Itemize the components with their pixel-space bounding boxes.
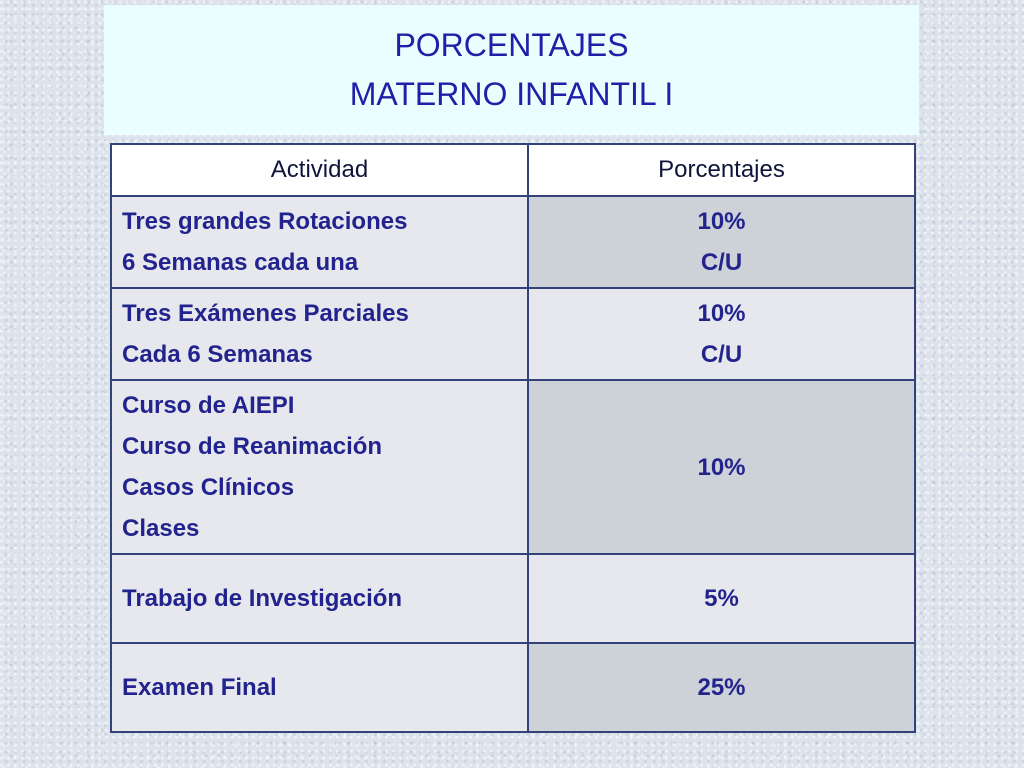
activity-line: Tres grandes Rotaciones bbox=[122, 208, 408, 235]
activity-line: Trabajo de Investigación bbox=[122, 585, 403, 612]
percentage-cell: 10% C/U bbox=[527, 287, 916, 381]
activity-cell: Examen Final bbox=[110, 642, 529, 733]
activity-cell: Tres grandes Rotaciones 6 Semanas cada u… bbox=[110, 195, 529, 289]
percentage-cell: 10% bbox=[527, 379, 916, 555]
percentage-cell: 10% C/U bbox=[527, 195, 916, 289]
activity-cell: Trabajo de Investigación bbox=[110, 553, 529, 644]
percentage-line: C/U bbox=[700, 341, 743, 368]
percentage-line: 5% bbox=[704, 585, 739, 612]
activity-line: Casos Clínicos bbox=[122, 474, 295, 501]
percentage-cell: 25% bbox=[527, 642, 916, 733]
percentage-cell: 5% bbox=[527, 553, 916, 644]
percentage-line: 25% bbox=[697, 674, 746, 701]
table-row: Tres grandes Rotaciones 6 Semanas cada u… bbox=[110, 195, 916, 289]
percentage-line: 10% bbox=[697, 300, 746, 327]
activity-line: Clases bbox=[122, 515, 200, 542]
slide-title-box: PORCENTAJES MATERNO INFANTIL I bbox=[104, 5, 919, 135]
activity-cell: Tres Exámenes Parciales Cada 6 Semanas bbox=[110, 287, 529, 381]
activity-line: Curso de AIEPI bbox=[122, 392, 295, 419]
table-row: Tres Exámenes Parciales Cada 6 Semanas 1… bbox=[110, 287, 916, 381]
table-row: Examen Final 25% bbox=[110, 642, 916, 733]
percentage-line: C/U bbox=[700, 249, 743, 276]
percentage-line: 10% bbox=[697, 208, 746, 235]
table-header-row: Actividad Porcentajes bbox=[110, 143, 916, 197]
slide-title-line2: MATERNO INFANTIL I bbox=[349, 76, 674, 112]
activity-line: Curso de Reanimación bbox=[122, 433, 383, 460]
table-row: Trabajo de Investigación 5% bbox=[110, 553, 916, 644]
slide-title-line1: PORCENTAJES bbox=[394, 27, 629, 63]
activity-line: Examen Final bbox=[122, 674, 277, 701]
table-row: Curso de AIEPI Curso de Reanimación Caso… bbox=[110, 379, 916, 555]
percentages-table: Actividad Porcentajes Tres grandes Rotac… bbox=[110, 143, 916, 733]
activity-line: 6 Semanas cada una bbox=[122, 249, 359, 276]
header-activity: Actividad bbox=[110, 143, 529, 197]
header-percentages: Porcentajes bbox=[527, 143, 916, 197]
activity-line: Cada 6 Semanas bbox=[122, 341, 313, 368]
activity-cell: Curso de AIEPI Curso de Reanimación Caso… bbox=[110, 379, 529, 555]
activity-line: Tres Exámenes Parciales bbox=[122, 300, 409, 327]
percentage-line: 10% bbox=[697, 453, 746, 481]
